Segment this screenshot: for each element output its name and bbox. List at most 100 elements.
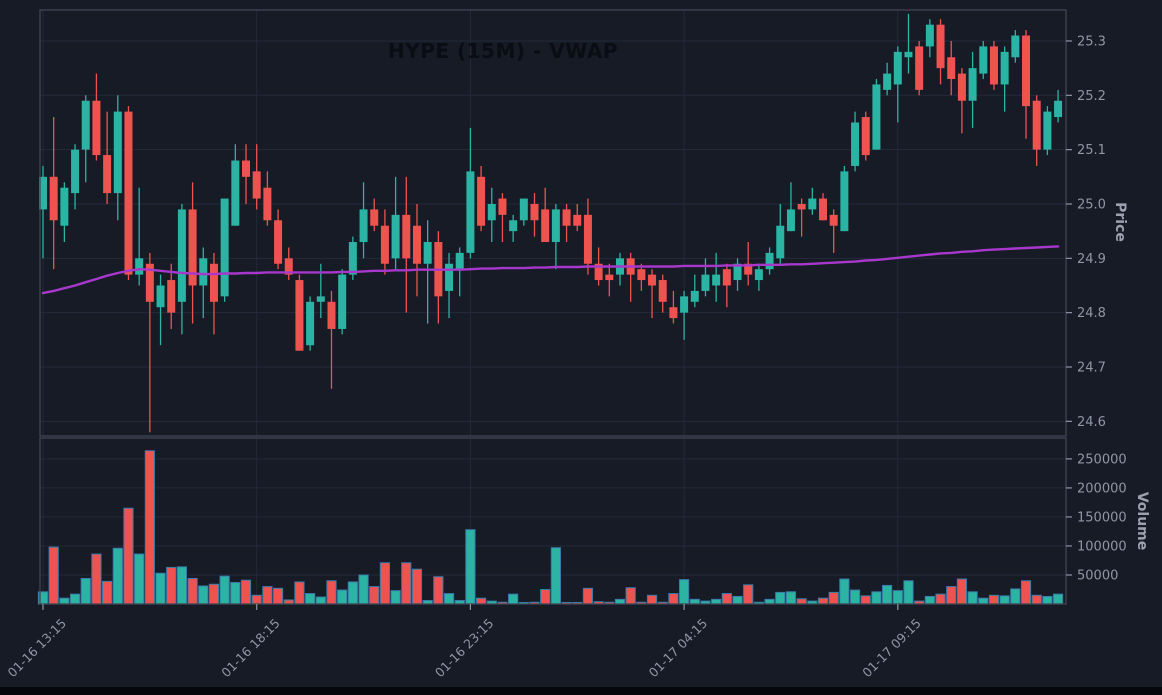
volume-bar [967, 591, 978, 605]
volume-bar [433, 576, 444, 605]
volume-bar [1052, 593, 1064, 605]
volume-bar [337, 589, 348, 605]
candle-body [199, 258, 208, 286]
volume-bar [219, 575, 230, 605]
candle-body [60, 187, 69, 226]
volume-bar [540, 588, 551, 605]
candle-body [1011, 35, 1020, 58]
volume-bar [732, 595, 743, 605]
volume-pane-border [39, 437, 1067, 605]
volume-bar [646, 594, 658, 605]
volume-bar [1010, 588, 1021, 605]
candle-body [188, 209, 197, 286]
volume-bar [112, 547, 123, 605]
candle-body [327, 301, 336, 329]
volume-bar [315, 596, 326, 605]
volume-bar [262, 586, 273, 605]
volume-bar [550, 547, 561, 605]
candle-body [71, 149, 80, 194]
candle-body [754, 269, 763, 281]
candle-body [498, 198, 507, 215]
volume-tick-label: 150000 [1077, 510, 1127, 525]
volume-bar [443, 593, 455, 605]
candle-body [701, 274, 710, 291]
candle-body [263, 187, 272, 221]
volume-bar [326, 580, 337, 605]
volume-bar [988, 594, 1000, 605]
price-tick-label: 24.9 [1077, 252, 1106, 267]
volume-tick-label: 100000 [1077, 539, 1127, 554]
volume-bar [69, 593, 81, 605]
candle-body [744, 263, 753, 275]
candle-body [113, 111, 122, 194]
candle-body [92, 100, 101, 156]
candle-body [829, 214, 838, 226]
volume-bar [347, 581, 358, 605]
candle-body [477, 176, 486, 226]
volume-bar [785, 591, 797, 605]
candle-body [402, 214, 411, 259]
candle-body [359, 209, 368, 243]
candle-body [231, 160, 240, 226]
volume-bar [358, 574, 369, 605]
volume-bar [871, 591, 882, 605]
candle-body [680, 296, 689, 313]
candle-body [573, 214, 582, 226]
volume-bar [999, 595, 1010, 605]
volume-bar [882, 584, 893, 605]
candle-body [562, 209, 571, 226]
candle-body [81, 100, 90, 150]
candle-body [348, 242, 357, 275]
candle-body [423, 242, 432, 264]
volume-bar [134, 553, 145, 605]
price-tick-label: 25.2 [1077, 89, 1106, 104]
candle-body [904, 51, 913, 58]
volume-bar [251, 594, 262, 605]
volume-bar [208, 583, 220, 605]
candle-body [690, 290, 699, 302]
candle-body [274, 220, 283, 264]
volume-bar [721, 593, 732, 605]
candle-body [861, 117, 870, 156]
volume-bar [892, 590, 903, 605]
volume-bar [743, 584, 754, 605]
candle-body [1000, 51, 1009, 85]
candle-body [605, 274, 614, 281]
volume-tick-label: 50000 [1077, 568, 1118, 583]
candle-body [445, 263, 454, 291]
candle-body [915, 46, 924, 90]
candle-body [209, 263, 218, 302]
volume-bar [240, 579, 252, 605]
volume-bar [272, 587, 284, 605]
volume-bar [187, 577, 198, 605]
volume-bar [625, 587, 636, 605]
volume-bar [668, 593, 679, 605]
volume-bar [860, 595, 871, 605]
candle-body [957, 73, 966, 101]
candle-body [776, 225, 785, 259]
candle-body [177, 209, 186, 302]
volume-bar [294, 581, 305, 605]
candle-body [338, 274, 347, 329]
candle-body [1043, 111, 1052, 150]
candle-body [135, 258, 144, 275]
candle-body [808, 198, 817, 210]
volume-bar [48, 546, 59, 605]
candle-body [658, 280, 667, 302]
volume-bar [903, 580, 914, 605]
volume-bar [411, 568, 423, 605]
volume-bar [614, 598, 626, 605]
candle-body [124, 111, 133, 275]
volume-bar [1042, 595, 1053, 605]
candle-body [242, 160, 251, 177]
candle-body [1032, 100, 1041, 150]
price-tick-label: 25.0 [1077, 197, 1106, 212]
volume-bar [102, 580, 113, 605]
candle-body [39, 176, 47, 210]
window-bottom-strip [0, 687, 1162, 695]
volume-bar [401, 562, 412, 605]
candle-body [220, 198, 229, 297]
candle-body [733, 263, 742, 281]
volume-bar [1020, 580, 1032, 605]
